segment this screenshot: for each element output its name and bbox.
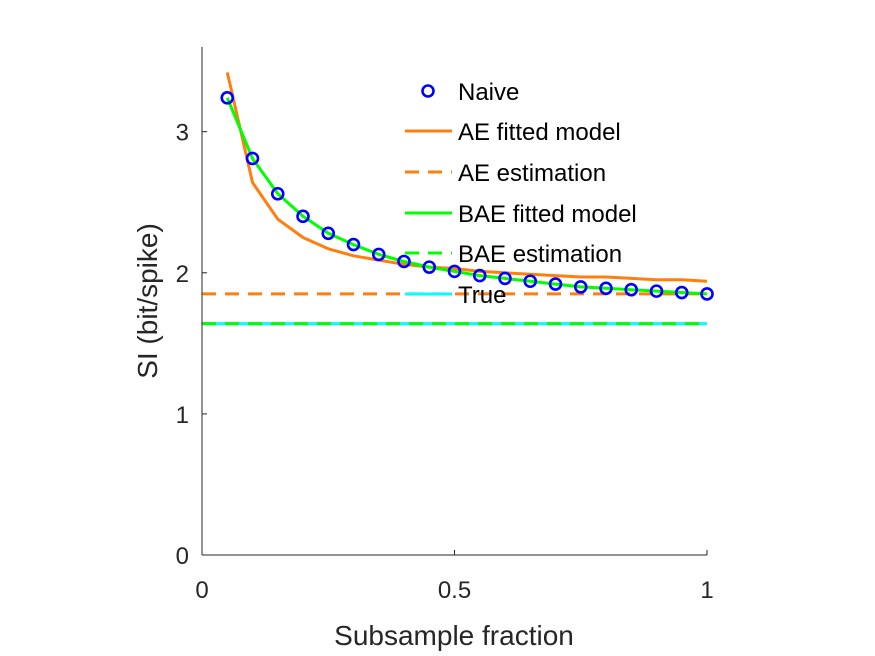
y-axis-label: SI (bit/spike) — [132, 223, 163, 379]
naive-point — [674, 285, 689, 300]
naive-point — [599, 281, 613, 296]
naive-point — [371, 247, 386, 262]
naive-point — [573, 280, 588, 294]
legend-label-ae-estimation: AE estimation — [458, 160, 606, 187]
naive-point — [397, 254, 411, 269]
naive-point — [523, 274, 538, 289]
legend-label-naive: Naive — [458, 79, 519, 106]
naive-point — [270, 186, 285, 201]
naive-point — [649, 284, 664, 298]
naive-point — [220, 91, 235, 105]
y-tick-label: 3 — [176, 120, 189, 147]
naive-point — [321, 226, 336, 241]
y-tick-label: 1 — [176, 402, 189, 429]
axes: 0 0.5 1 0 1 2 3 Subsample fraction SI (bit/spike… — [132, 47, 714, 651]
y-tick-label: 0 — [176, 543, 189, 570]
naive-point — [245, 151, 260, 166]
legend: Naive AE fitted model AE estimation BAE fit… — [405, 79, 637, 309]
naive-point — [472, 268, 487, 283]
x-axis-label: Subsample fraction — [334, 620, 574, 651]
x-tick-label: 0 — [195, 577, 208, 604]
legend-label-true: True — [458, 282, 506, 309]
x-tick-label: 1 — [700, 577, 713, 604]
plot-area — [202, 72, 714, 326]
naive-point — [346, 237, 361, 252]
y-tick-label: 2 — [176, 261, 189, 288]
legend-label-ae-fitted-model: AE fitted model — [458, 119, 621, 146]
naive-point — [700, 287, 714, 301]
naive-point — [296, 209, 310, 224]
legend-label-bae-fitted-model: BAE fitted model — [458, 201, 637, 228]
naive-point — [422, 260, 437, 274]
legend-label-bae-estimation: BAE estimation — [458, 241, 622, 268]
ae-fitted-model-line — [225, 72, 708, 283]
legend-swatch-naive — [421, 84, 435, 98]
naive-point — [548, 277, 563, 291]
x-tick-label: 0.5 — [438, 577, 471, 604]
naive-point — [447, 264, 462, 279]
naive-point — [624, 282, 639, 297]
naive-point — [498, 271, 512, 286]
